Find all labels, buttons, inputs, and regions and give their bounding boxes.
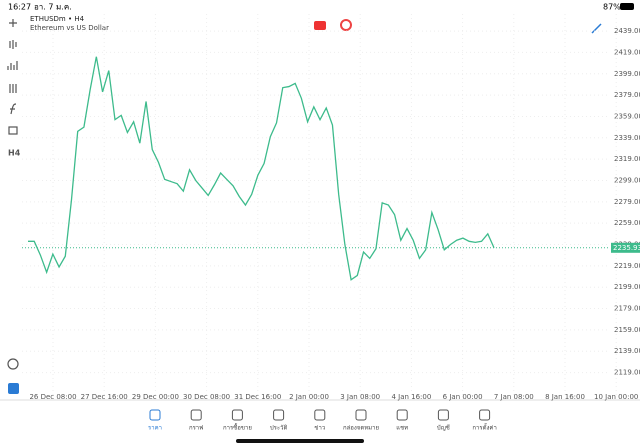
one-click-button[interactable] bbox=[340, 19, 352, 31]
y-tick-label: 2119.00 bbox=[614, 369, 640, 377]
tab-icon bbox=[396, 409, 408, 421]
y-tick-label: 2419.00 bbox=[614, 48, 640, 56]
y-tick-label: 2159.00 bbox=[614, 326, 640, 334]
y-tick-label: 2279.00 bbox=[614, 198, 640, 206]
tab-icon bbox=[231, 409, 243, 421]
chart-type-tool[interactable] bbox=[9, 40, 17, 49]
symbol: ETHUSDm • H4 bbox=[30, 15, 85, 23]
x-tick-label: 7 Jan 08:00 bbox=[494, 393, 534, 401]
y-tick-label: 2399.00 bbox=[614, 70, 640, 78]
tab-icon bbox=[149, 409, 161, 421]
functions-tool[interactable] bbox=[10, 103, 17, 115]
x-tick-label: 2 Jan 00:00 bbox=[289, 393, 329, 401]
y-tick-label: 2139.00 bbox=[614, 347, 640, 355]
current-price-tag bbox=[611, 242, 640, 253]
status-battery: 87% bbox=[603, 3, 621, 12]
status-time: 16:27 bbox=[8, 3, 31, 12]
draw-tool[interactable] bbox=[591, 23, 602, 34]
tab-icon bbox=[190, 409, 202, 421]
tab-label[interactable]: กล่องจดหมาย bbox=[343, 425, 379, 432]
tab-icon bbox=[355, 409, 367, 421]
timeframe-button[interactable]: H4 bbox=[8, 149, 21, 158]
zoom-tool[interactable] bbox=[7, 358, 19, 370]
x-tick-label: 4 Jan 16:00 bbox=[391, 393, 431, 401]
y-tick-label: 2179.00 bbox=[614, 305, 640, 313]
x-tick-label: 8 Jan 16:00 bbox=[545, 393, 585, 401]
x-tick-label: 30 Dec 08:00 bbox=[183, 393, 230, 401]
tab-label[interactable]: บัญชี bbox=[437, 424, 450, 432]
x-tick-label: 27 Dec 16:00 bbox=[81, 393, 128, 401]
price-line bbox=[28, 56, 495, 281]
current-price-label: 2235.93 bbox=[613, 244, 640, 252]
x-tick-label: 29 Dec 00:00 bbox=[132, 393, 179, 401]
symbol-description: Ethereum vs US Dollar bbox=[30, 24, 109, 32]
x-tick-label: 26 Dec 08:00 bbox=[29, 393, 76, 401]
tab-label[interactable]: ประวัติ bbox=[270, 425, 288, 432]
x-tick-label: 31 Dec 16:00 bbox=[234, 393, 281, 401]
trade-button[interactable] bbox=[314, 21, 326, 30]
volume-tool[interactable] bbox=[7, 61, 18, 70]
y-tick-label: 2379.00 bbox=[614, 91, 640, 99]
y-tick-label: 2199.00 bbox=[614, 283, 640, 291]
y-tick-label: 2299.00 bbox=[614, 176, 640, 184]
tab-label[interactable]: แชท bbox=[396, 425, 408, 432]
y-tick-label: 2439.00 bbox=[614, 27, 640, 35]
tab-label[interactable]: ราคา bbox=[148, 425, 162, 432]
y-tick-label: 2319.00 bbox=[614, 155, 640, 163]
y-tick-label: 2339.00 bbox=[614, 134, 640, 142]
tab-label[interactable]: การตั้งค่า bbox=[472, 422, 496, 432]
tab-label[interactable]: การซื้อขาย bbox=[223, 422, 252, 432]
x-tick-label: 10 Jan 00:00 bbox=[594, 393, 638, 401]
battery-icon bbox=[620, 3, 634, 10]
crosshair-tool[interactable] bbox=[9, 19, 17, 27]
tab-icon bbox=[437, 409, 449, 421]
y-tick-label: 2259.00 bbox=[614, 219, 640, 227]
indicators-tool[interactable] bbox=[9, 84, 17, 93]
tab-label[interactable]: กราฟ bbox=[189, 425, 203, 432]
tab-icon bbox=[314, 409, 326, 421]
tab-icon bbox=[479, 409, 491, 421]
y-tick-label: 2359.00 bbox=[614, 112, 640, 120]
x-tick-label: 3 Jan 08:00 bbox=[340, 393, 380, 401]
account-icon[interactable] bbox=[8, 383, 19, 394]
objects-tool[interactable] bbox=[8, 126, 18, 135]
x-tick-label: 6 Jan 00:00 bbox=[443, 393, 483, 401]
home-indicator bbox=[236, 439, 364, 443]
status-date: อา. 7 ม.ค. bbox=[34, 3, 72, 12]
tab-icon bbox=[273, 409, 285, 421]
tab-label[interactable]: ข่าว bbox=[314, 425, 325, 432]
y-tick-label: 2219.00 bbox=[614, 262, 640, 270]
